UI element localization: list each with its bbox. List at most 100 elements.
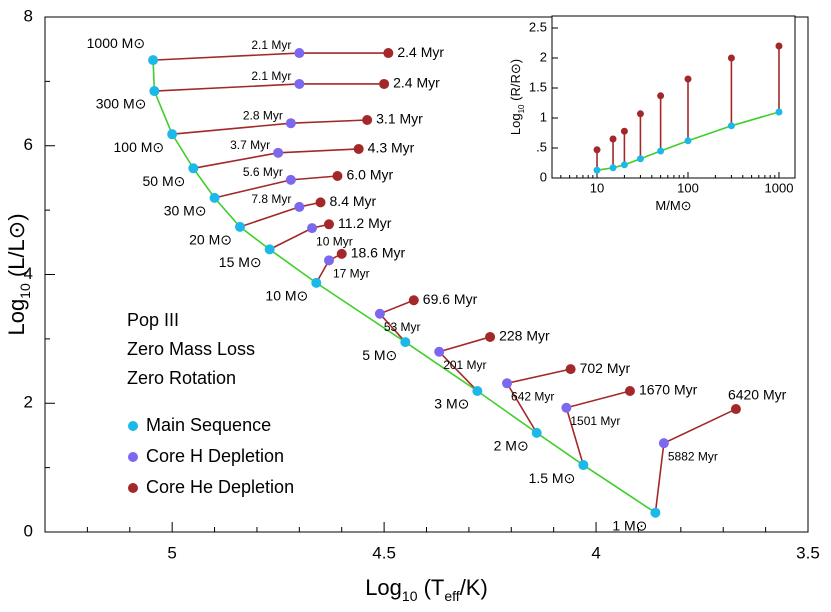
y-tick-label: 2.5 (529, 19, 547, 34)
legend-marker (128, 452, 138, 462)
point (324, 255, 335, 266)
he-depletion-label: 6420 Myr (728, 387, 787, 403)
point (353, 143, 364, 154)
point (400, 337, 411, 348)
mass-label: 5 M⊙ (362, 347, 397, 363)
point (408, 295, 419, 306)
mass-label: 1.5 M⊙ (529, 470, 576, 486)
x-axis-title-part: /K) (460, 575, 488, 600)
h-depletion-label: 2.1 Myr (251, 38, 291, 52)
mass-label: 10 M⊙ (265, 288, 308, 304)
he-depletion-label: 702 Myr (580, 360, 631, 376)
h-depletion-label: 17 Myr (333, 267, 370, 281)
h-depletion-label: 642 Myr (511, 389, 554, 403)
y-tick-label: 1.5 (529, 79, 547, 94)
h-depletion-label: 1501 Myr (570, 414, 620, 428)
h-depletion-label: 5882 Myr (668, 449, 718, 463)
he-depletion-label: 18.6 Myr (351, 245, 406, 261)
h-depletion-label: 5.6 Myr (243, 165, 283, 179)
x-axis-title-part: eff (444, 588, 459, 604)
y-tick-label: 0 (24, 521, 33, 540)
x-axis-title-part: 10 (402, 588, 418, 604)
point (285, 118, 296, 129)
point (294, 48, 305, 59)
y-tick-label: .5 (536, 139, 547, 154)
y-tick-label: 4 (24, 264, 33, 283)
point (336, 248, 347, 259)
mass-label: 20 M⊙ (189, 232, 232, 248)
point (609, 135, 617, 143)
mass-label: 1000 M⊙ (87, 35, 145, 51)
point (379, 78, 390, 89)
point (636, 155, 644, 163)
evolution-track (565, 390, 631, 466)
point (531, 427, 542, 438)
annotation: Zero Mass Loss (127, 339, 255, 359)
mass-label: 2 M⊙ (494, 438, 529, 454)
point (315, 197, 326, 208)
x-axis-title: Log10 (Teff/K) (365, 575, 488, 604)
point (593, 166, 601, 174)
mass-label: 50 M⊙ (143, 173, 186, 189)
he-depletion-label: 3.1 Myr (376, 111, 423, 127)
he-depletion-label: 69.6 Myr (423, 291, 478, 307)
y-tick-label: 6 (24, 135, 33, 154)
legend-marker (128, 483, 138, 493)
he-depletion-label: 8.4 Myr (330, 193, 377, 209)
h-depletion-label: 10 Myr (316, 234, 353, 248)
y-axis-title-part: (L/L⊙) (4, 213, 29, 283)
mass-label: 300 M⊙ (96, 96, 147, 112)
point (362, 115, 373, 125)
y-tick-label: 1 (540, 109, 547, 124)
point (374, 308, 385, 319)
point (620, 127, 628, 135)
point (657, 92, 665, 100)
point (167, 129, 178, 140)
y-tick-label: 2 (24, 393, 33, 412)
y-tick-label: 0 (540, 169, 547, 184)
legend-label: Core H Depletion (146, 446, 284, 466)
point (727, 54, 735, 62)
x-tick-label: 100 (677, 180, 699, 195)
point (609, 164, 617, 172)
point (434, 346, 445, 357)
point (307, 223, 318, 234)
x-tick-label: 1000 (765, 180, 794, 195)
point (472, 386, 483, 397)
point (294, 201, 305, 212)
he-depletion-label: 1670 Myr (639, 382, 698, 398)
y-axis-title: Log10 (R/R⊙) (508, 59, 525, 135)
mass-label: 30 M⊙ (164, 203, 207, 219)
point (285, 174, 296, 185)
y-axis-title-part: (R/R⊙) (508, 59, 523, 105)
point (294, 78, 305, 89)
mass-label: 100 M⊙ (114, 139, 165, 155)
point (684, 137, 692, 145)
x-axis-title-part: Log (365, 575, 402, 600)
h-depletion-label: 201 Myr (443, 358, 486, 372)
x-tick-label: 5 (167, 543, 176, 562)
y-tick-label: 2 (540, 49, 547, 64)
point (324, 219, 335, 230)
point (624, 386, 635, 397)
h-depletion-label: 3.7 Myr (230, 138, 270, 152)
point (311, 277, 322, 288)
he-depletion-label: 6.0 Myr (346, 167, 393, 183)
legend-label: Main Sequence (146, 415, 271, 435)
h-depletion-label: 2.8 Myr (243, 108, 283, 122)
x-tick-label: 4 (591, 543, 600, 562)
x-axis-title-part: (T (417, 575, 444, 600)
he-depletion-label: 228 Myr (499, 328, 550, 344)
x-axis-title-part: M/M⊙ (655, 198, 691, 213)
point (332, 171, 343, 182)
point (593, 146, 601, 154)
point (565, 364, 576, 375)
h-depletion-label: 7.8 Myr (251, 192, 291, 206)
point (578, 460, 589, 471)
inset-frame (551, 15, 796, 179)
x-axis-title: M/M⊙ (655, 198, 691, 213)
mass-label: 3 M⊙ (434, 396, 469, 412)
mass-label: 1 M⊙ (612, 517, 647, 533)
point (650, 507, 661, 518)
